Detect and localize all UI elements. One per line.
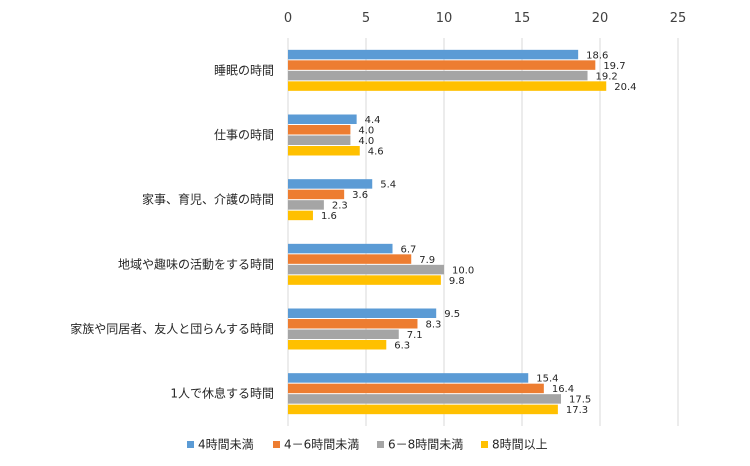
data-labels: 18.619.719.220.44.44.04.04.65.43.62.31.6… (321, 50, 637, 416)
gridlines (287, 38, 679, 426)
bar (288, 81, 607, 91)
bar (288, 146, 360, 156)
bar (288, 114, 357, 124)
category-labels: 睡眠の時間仕事の時間家事、育児、介護の時間地域や趣味の活動をする時間家族や同居者… (70, 63, 274, 400)
data-label: 3.6 (352, 190, 368, 201)
data-label: 18.6 (586, 50, 608, 61)
bar (288, 264, 444, 275)
category-label: 仕事の時間 (214, 128, 274, 142)
bar (288, 373, 529, 383)
legend-label: 4時間未満 (198, 438, 254, 452)
data-label: 17.3 (566, 405, 588, 416)
data-label: 19.2 (596, 71, 618, 82)
data-label: 1.6 (321, 211, 337, 222)
x-tick-label: 15 (514, 11, 531, 26)
legend-label: 4－6時間未満 (284, 438, 359, 452)
data-label: 8.3 (425, 320, 441, 331)
x-tick-label: 5 (362, 11, 370, 26)
data-label: 4.4 (365, 115, 381, 126)
bar (288, 200, 324, 210)
data-label: 16.4 (552, 384, 574, 395)
data-label: 19.7 (603, 61, 625, 72)
data-label: 17.5 (569, 395, 591, 406)
bar (288, 383, 544, 394)
bars (288, 49, 607, 415)
legend-swatch (273, 441, 280, 448)
x-tick-label: 10 (436, 11, 453, 26)
x-tick-label: 25 (670, 11, 687, 26)
x-tick-label: 20 (592, 11, 609, 26)
bar (288, 243, 393, 254)
data-label: 7.9 (419, 255, 435, 266)
data-label: 2.3 (332, 201, 348, 212)
data-label: 4.0 (358, 126, 374, 137)
data-label: 4.0 (358, 136, 374, 147)
legend: 4時間未満 4－6時間未満 6－8時間未満 8時間以上 (187, 438, 548, 452)
bar (288, 340, 387, 350)
legend-label: 8時間以上 (492, 438, 548, 452)
x-axis-ticks: 0 5 10 15 20 25 (284, 11, 686, 26)
bar (288, 404, 558, 415)
data-label: 20.4 (614, 82, 636, 93)
legend-swatch (481, 441, 488, 448)
data-label: 7.1 (407, 330, 423, 341)
bar (288, 394, 561, 404)
bar (288, 60, 596, 70)
data-label: 6.7 (401, 244, 417, 255)
data-label: 5.4 (380, 180, 396, 191)
data-label: 10.0 (452, 265, 474, 276)
legend-label: 6－8時間未満 (388, 438, 463, 452)
bar (288, 319, 418, 329)
legend-swatch (187, 441, 194, 448)
bar (288, 275, 441, 285)
bar (288, 210, 313, 221)
bar (288, 254, 412, 264)
bar (288, 189, 345, 200)
category-label: 家族や同居者、友人と団らんする時間 (70, 321, 274, 336)
bar (288, 308, 437, 318)
bar (288, 70, 588, 81)
legend-swatch (377, 441, 384, 448)
bar (288, 125, 351, 135)
bar (288, 49, 579, 60)
data-label: 9.8 (449, 276, 465, 287)
data-label: 15.4 (536, 374, 558, 385)
bar (288, 329, 399, 339)
category-label: 1人で休息する時間 (170, 386, 274, 401)
data-label: 6.3 (394, 341, 410, 352)
x-tick-label: 0 (284, 11, 292, 26)
bar (288, 135, 351, 145)
data-label: 9.5 (444, 309, 460, 320)
bar (288, 179, 373, 189)
data-label: 4.6 (368, 147, 384, 158)
category-label: 睡眠の時間 (214, 63, 274, 77)
category-label: 地域や趣味の活動をする時間 (118, 256, 274, 271)
category-label: 家事、育児、介護の時間 (142, 192, 274, 207)
